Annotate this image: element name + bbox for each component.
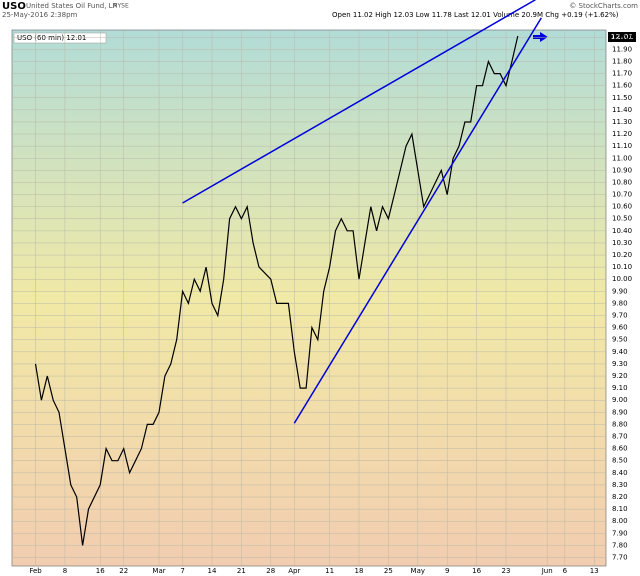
legend-label: USO (60 min) 12.01: [17, 34, 86, 42]
y-tick-label: 9.50: [612, 336, 628, 344]
y-tick-label: 9.00: [612, 396, 628, 404]
x-tick-label: Apr: [288, 567, 300, 575]
y-tick-label: 9.10: [612, 384, 628, 392]
y-tick-label: 8.70: [612, 433, 628, 441]
y-tick-label: 7.70: [612, 554, 628, 562]
grid: [12, 30, 606, 566]
y-tick-label: 10.30: [612, 239, 632, 247]
y-tick-label: 11.10: [612, 142, 632, 150]
x-tick-label: 21: [237, 567, 246, 575]
y-tick-label: 8.50: [612, 457, 628, 465]
x-tick-label: Jun: [541, 567, 553, 575]
credit: © StockCharts.com: [569, 2, 638, 10]
trendline: [293, 17, 542, 424]
y-tick-label: 7.90: [612, 529, 628, 537]
y-tick-label: 8.30: [612, 481, 628, 489]
y-tick-label: 11.20: [612, 130, 632, 138]
x-tick-label: May: [411, 567, 425, 575]
y-tick-label: 11.00: [612, 154, 632, 162]
fund-name: United States Oil Fund, LP: [26, 2, 117, 10]
y-tick-label: 10.90: [612, 166, 632, 174]
y-tick-label: 8.20: [612, 493, 628, 501]
timestamp: 25-May-2016 2:38pm: [2, 11, 78, 19]
x-tick-label: 22: [119, 567, 128, 575]
x-tick-label: 9: [445, 567, 449, 575]
y-tick-label: 10.20: [612, 251, 632, 259]
y-tick-label: 11.80: [612, 57, 632, 65]
y-tick-label: 10.40: [612, 227, 632, 235]
y-tick-label: 10.50: [612, 215, 632, 223]
y-tick-label: 9.20: [612, 372, 628, 380]
x-tick-label: 18: [355, 567, 364, 575]
y-tick-label: 9.70: [612, 312, 628, 320]
y-tick-label: 8.60: [612, 445, 628, 453]
y-tick-label: 10.60: [612, 203, 632, 211]
x-tick-label: 13: [590, 567, 599, 575]
y-tick-label: 7.80: [612, 541, 628, 549]
y-tick-label: 11.40: [612, 106, 632, 114]
x-tick-label: 11: [325, 567, 334, 575]
x-tick-label: Mar: [152, 567, 165, 575]
y-tick-label: 8.80: [612, 420, 628, 428]
marks: [34, 0, 542, 546]
y-tick-label: 8.10: [612, 505, 628, 513]
x-tick-label: 23: [502, 567, 511, 575]
exchange: NYSE: [113, 3, 129, 10]
y-tick-label: 10.10: [612, 263, 632, 271]
price-tag-box: [608, 32, 636, 42]
y-tick-label: 9.90: [612, 287, 628, 295]
trendline: [182, 0, 536, 204]
x-tick-label: 6: [563, 567, 568, 575]
price-tag: 12.01: [611, 33, 633, 41]
y-tick-label: 9.60: [612, 324, 628, 332]
legend-box: [13, 32, 107, 44]
plot-area: [11, 29, 607, 567]
price-line: [34, 35, 519, 546]
x-tick-label: 16: [96, 567, 105, 575]
quote: Open 11.02 High 12.03 Low 11.78 Last 12.…: [332, 11, 619, 19]
y-tick-label: 11.30: [612, 118, 632, 126]
y-tick-label: 9.40: [612, 348, 628, 356]
y-tick-label: 9.30: [612, 360, 628, 368]
x-tick-label: 7: [180, 567, 184, 575]
y-tick-label: 9.80: [612, 299, 628, 307]
x-tick-label: 8: [63, 567, 67, 575]
x-tick-label: 28: [266, 567, 275, 575]
y-tick-label: 11.90: [612, 45, 632, 53]
x-tick-label: Feb: [29, 567, 42, 575]
y-tick-label: 10.80: [612, 178, 632, 186]
symbol: USO: [2, 1, 26, 12]
y-tick-label: 10.70: [612, 191, 632, 199]
x-tick-label: 16: [472, 567, 481, 575]
x-tick-label: 14: [207, 567, 216, 575]
y-tick-label: 10.00: [612, 275, 632, 283]
y-tick-label: 8.40: [612, 469, 628, 477]
y-tick-label: 8.90: [612, 408, 628, 416]
y-tick-label: 11.60: [612, 82, 632, 90]
arrow-marker: [533, 32, 548, 42]
y-tick-label: 11.50: [612, 94, 632, 102]
x-tick-label: 25: [384, 567, 393, 575]
y-tick-label: 11.70: [612, 70, 632, 78]
y-tick-label: 12.00: [612, 33, 632, 41]
y-tick-label: 8.00: [612, 517, 628, 525]
